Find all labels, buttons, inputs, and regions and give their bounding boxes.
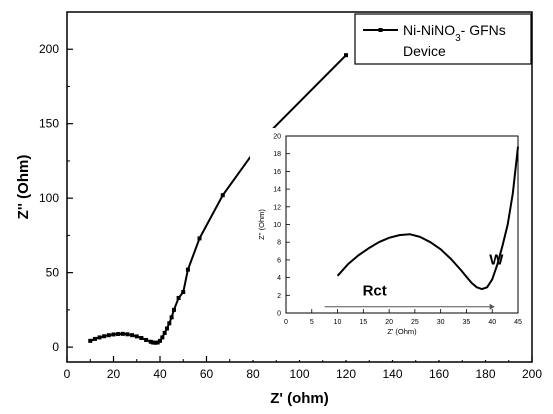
data-point-marker [158, 338, 162, 343]
data-point-marker [120, 331, 125, 336]
x-tick-label: 120 [336, 367, 356, 381]
x-axis-label: Z' (ohm) [270, 390, 329, 407]
data-point-marker [153, 340, 158, 345]
data-point-marker [97, 335, 102, 340]
inset-y-tick-label: 20 [273, 134, 281, 141]
inset-x-tick-label: 5 [310, 319, 314, 326]
data-point-marker [102, 334, 107, 339]
data-point-marker [155, 340, 160, 345]
data-point-marker [111, 332, 116, 337]
inset-y-tick-label: 0 [277, 311, 281, 318]
inset-y-tick-label: 12 [273, 204, 281, 211]
data-point-marker [125, 332, 130, 337]
inset-y-tick-label: 18 [273, 151, 281, 158]
inset-x-tick-label: 0 [284, 319, 288, 326]
data-point-marker [92, 336, 97, 341]
data-point-marker [151, 340, 156, 345]
data-point-marker [116, 332, 121, 336]
y-tick-label: 0 [52, 340, 59, 354]
x-tick-label: 20 [107, 367, 121, 381]
inset-y-tick-label: 8 [277, 240, 281, 247]
data-point-marker [139, 336, 144, 341]
inset-y-tick-label: 14 [273, 187, 281, 194]
data-point-marker [169, 315, 174, 320]
inset-x-tick-label: 15 [359, 319, 367, 326]
legend-entry-name: Ni-NiNO3- GFNs [403, 22, 506, 44]
data-point-marker [144, 337, 149, 342]
data-point-marker [134, 334, 139, 339]
x-tick-label: 80 [246, 367, 260, 381]
inset-x-tick-label: 25 [411, 319, 419, 326]
data-point-marker [160, 335, 165, 340]
y-tick-label: 200 [39, 42, 59, 56]
inset-x-tick-label: 30 [437, 319, 445, 326]
x-tick-label: 40 [153, 367, 167, 381]
data-point-marker [130, 333, 135, 338]
data-point-marker [167, 321, 172, 326]
inset-x-tick-label: 20 [385, 319, 393, 326]
data-point-marker [162, 330, 167, 335]
y-tick-label: 150 [39, 117, 59, 131]
inset-background [250, 128, 528, 360]
rct-annotation: Rct [363, 282, 387, 299]
inset-y-tick-label: 16 [273, 169, 281, 176]
data-point-marker [197, 236, 202, 241]
inset-x-tick-label: 40 [488, 319, 496, 326]
inset-y-tick-label: 2 [277, 293, 281, 300]
inset-y-tick-label: 6 [277, 257, 281, 264]
legend-entry-device: Device [403, 43, 446, 59]
x-tick-label: 180 [475, 367, 495, 381]
inset-series-line [336, 146, 519, 291]
data-point-marker [148, 339, 153, 344]
inset-y-tick-label: 4 [277, 275, 281, 282]
x-tick-label: 160 [429, 367, 449, 381]
inset-y-tick-label: 10 [273, 222, 281, 229]
x-tick-label: 140 [382, 367, 402, 381]
inset-y-axis-label: Z'' (Ohm) [257, 209, 266, 240]
x-tick-label: 200 [522, 367, 542, 381]
data-point-marker [164, 326, 169, 331]
inset-x-tick-label: 35 [463, 319, 471, 326]
legend-marker-swatch [378, 28, 383, 32]
data-point-marker [176, 295, 181, 300]
rct-arrowhead [489, 303, 495, 310]
legend-box [354, 13, 532, 65]
data-point-marker [88, 338, 93, 343]
inset-x-axis-label: Z' (Ohm) [387, 327, 417, 336]
data-point-marker [181, 290, 186, 294]
inset-x-tick-label: 45 [514, 319, 522, 326]
data-point-marker [344, 53, 348, 58]
y-tick-label: 100 [39, 191, 59, 205]
warburg-annotation: W [489, 251, 504, 268]
data-point-marker [171, 307, 176, 312]
y-axis-label: Z'' (Ohm) [15, 155, 32, 220]
data-point-marker [185, 267, 190, 272]
y-tick-label: 50 [46, 266, 60, 280]
inset-x-tick-label: 10 [334, 319, 342, 326]
x-tick-label: 60 [200, 367, 214, 381]
data-point-marker [220, 193, 225, 198]
x-tick-label: 100 [289, 367, 309, 381]
x-tick-label: 0 [64, 367, 71, 381]
data-point-marker [106, 333, 111, 338]
